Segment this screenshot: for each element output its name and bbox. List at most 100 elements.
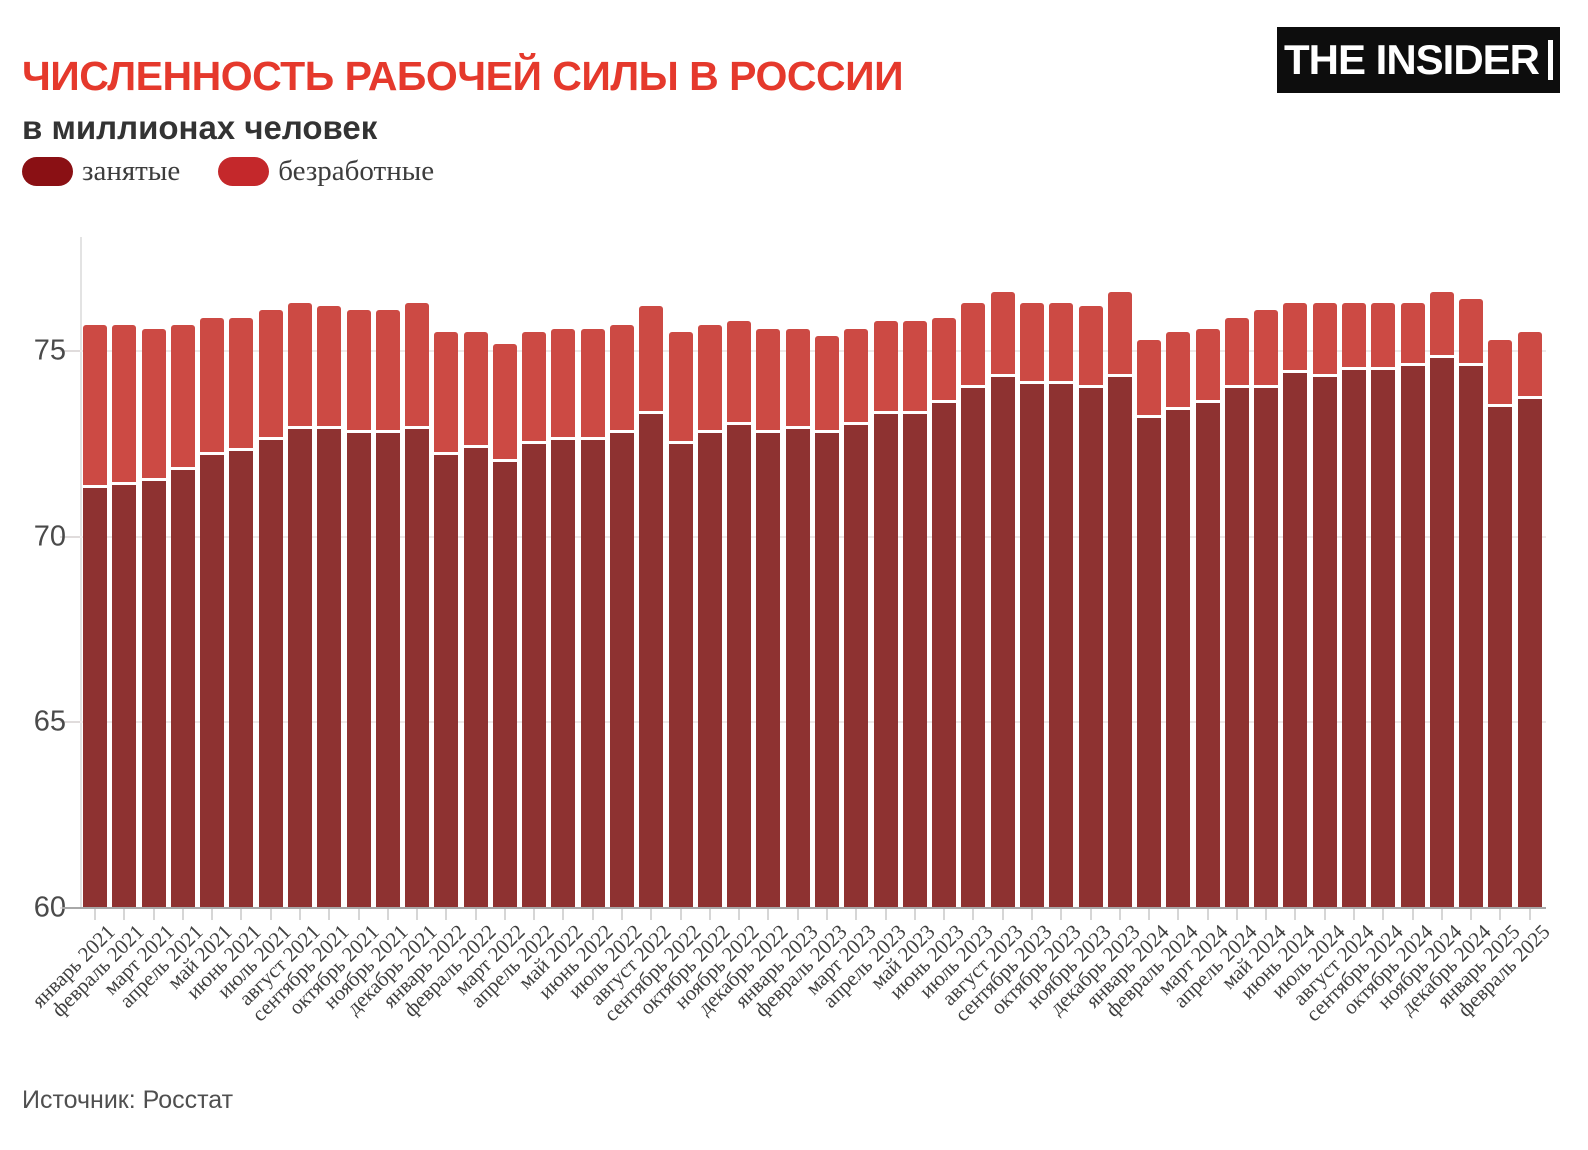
x-axis-tick xyxy=(708,909,711,920)
bar-group xyxy=(727,321,752,908)
bar-segment-employed xyxy=(1283,373,1308,908)
bar-group xyxy=(170,325,195,908)
bar-segment-employed xyxy=(1224,388,1249,908)
bar-segment-employed xyxy=(200,455,225,908)
bar-group xyxy=(405,302,430,908)
x-axis-tick xyxy=(1118,909,1121,920)
x-axis-tick xyxy=(1177,909,1180,920)
bar-segment-employed xyxy=(580,440,605,908)
x-axis-tick xyxy=(972,909,975,920)
bar-group xyxy=(1254,310,1279,908)
y-axis-label: 75 xyxy=(33,334,66,367)
bar-segment-unemployed xyxy=(815,336,839,433)
bar-segment-unemployed xyxy=(961,302,986,389)
bar-segment-employed xyxy=(815,432,839,908)
bar-segment-employed xyxy=(112,484,137,908)
bar-segment-unemployed xyxy=(492,343,517,463)
x-axis-tick xyxy=(1030,909,1033,920)
bar-group xyxy=(375,310,400,908)
x-axis-tick xyxy=(357,909,360,920)
legend-item-unemployed: безработные xyxy=(218,155,434,188)
bar-segment-employed xyxy=(551,440,576,908)
x-axis-tick xyxy=(884,909,887,920)
x-axis-tick xyxy=(1265,909,1268,920)
bar-group xyxy=(112,325,137,908)
bar-group xyxy=(1078,306,1103,908)
bar-segment-unemployed xyxy=(551,328,576,441)
bar-group xyxy=(1166,332,1191,908)
bar-segment-unemployed xyxy=(1342,302,1367,370)
x-axis-tick xyxy=(445,909,448,920)
x-axis-tick xyxy=(328,909,331,920)
bar-segment-employed xyxy=(83,488,107,908)
x-axis-tick xyxy=(621,909,624,920)
x-axis-tick xyxy=(211,909,214,920)
bar-segment-unemployed xyxy=(639,306,664,415)
bar-group xyxy=(1429,291,1454,908)
bar-segment-employed xyxy=(287,429,312,908)
bar-segment-unemployed xyxy=(668,332,693,444)
bar-segment-unemployed xyxy=(990,291,1015,378)
bar-segment-unemployed xyxy=(1019,302,1044,385)
bar-segment-employed xyxy=(990,377,1015,908)
bar-segment-unemployed xyxy=(580,328,605,441)
x-axis-tick xyxy=(796,909,799,920)
bar-group xyxy=(287,302,312,908)
bar-group xyxy=(610,325,635,908)
bar-segment-employed xyxy=(522,443,547,908)
bar-group xyxy=(1195,328,1220,908)
bar-group xyxy=(756,328,781,908)
legend-label-unemployed: безработные xyxy=(278,155,435,187)
bar-group xyxy=(317,306,342,908)
y-axis-tick xyxy=(60,350,80,353)
x-axis-tick xyxy=(738,909,741,920)
bar-segment-employed xyxy=(727,425,752,908)
bar-group xyxy=(990,291,1015,908)
x-axis-tick xyxy=(1235,909,1238,920)
bar-group xyxy=(1312,302,1337,908)
bar-segment-employed xyxy=(1137,417,1162,908)
x-axis-tick xyxy=(240,909,243,920)
bar-segment-unemployed xyxy=(1166,332,1191,411)
employed-color-swatch xyxy=(22,157,73,186)
x-axis-tick xyxy=(1528,909,1531,920)
bar-segment-unemployed xyxy=(1429,291,1454,359)
bar-group xyxy=(815,336,839,908)
x-axis-baseline xyxy=(62,907,1546,909)
x-axis-tick xyxy=(152,909,155,920)
bar-segment-unemployed xyxy=(200,317,225,455)
bar-segment-employed xyxy=(610,432,635,908)
bar-segment-employed xyxy=(639,414,664,908)
bar-segment-unemployed xyxy=(902,321,927,415)
x-axis-tick xyxy=(855,909,858,920)
bar-segment-unemployed xyxy=(258,310,283,441)
legend-label-employed: занятые xyxy=(82,155,181,187)
x-axis-tick xyxy=(533,909,536,920)
bar-segment-employed xyxy=(375,432,400,908)
bar-group xyxy=(873,321,898,908)
bar-segment-employed xyxy=(405,429,430,908)
bar-segment-unemployed xyxy=(463,332,488,448)
bar-segment-employed xyxy=(258,440,283,908)
bar-segment-employed xyxy=(902,414,927,908)
bar-segment-employed xyxy=(141,481,166,908)
bar-segment-unemployed xyxy=(1107,291,1132,378)
x-axis-tick xyxy=(650,909,653,920)
bar-segment-unemployed xyxy=(727,321,752,426)
bar-group xyxy=(1488,339,1513,908)
bar-segment-unemployed xyxy=(873,321,898,415)
bar-group xyxy=(229,317,254,908)
bar-segment-unemployed xyxy=(405,302,430,429)
bar-segment-unemployed xyxy=(1283,302,1308,374)
bar-group xyxy=(492,343,517,908)
bar-group xyxy=(463,332,488,908)
bar-segment-employed xyxy=(1371,369,1396,908)
bar-segment-unemployed xyxy=(1049,302,1074,385)
x-axis-tick xyxy=(1001,909,1004,920)
x-axis-tick xyxy=(826,909,828,920)
logo-cursor-bar xyxy=(1548,40,1554,80)
page-title: ЧИСЛЕННОСТЬ РАБОЧЕЙ СИЛЫ В РОССИИ xyxy=(22,53,904,100)
source-note: Источник: Росстат xyxy=(22,1086,234,1114)
bar-segment-employed xyxy=(1078,388,1103,908)
